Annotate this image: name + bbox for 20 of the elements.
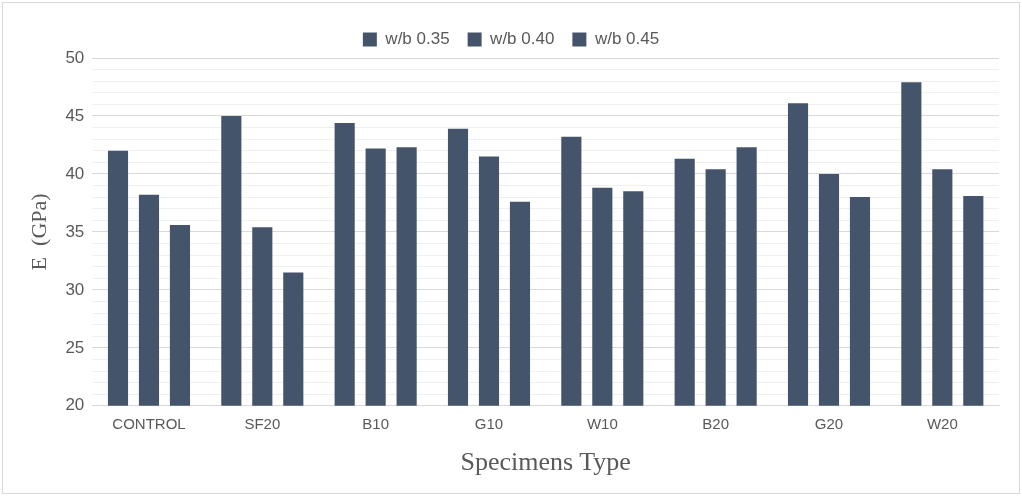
y-tick-label: 20 <box>65 395 85 415</box>
y-tick-label: 50 <box>65 47 85 67</box>
y-axis-title: E (GPa) <box>25 193 51 271</box>
y-tick-label: 25 <box>65 337 85 357</box>
legend-label: w/b 0.40 <box>489 29 555 49</box>
x-axis-title: Specimens Type <box>460 447 631 477</box>
x-tick-label: B10 <box>362 414 389 432</box>
x-tick-label: CONTROL <box>112 414 186 432</box>
x-tick-label: W10 <box>586 414 618 432</box>
x-tick-label: W20 <box>926 414 958 432</box>
x-tick-label: B20 <box>702 414 730 432</box>
y-tick-label: 30 <box>65 279 85 299</box>
x-tick-label: G10 <box>474 414 504 432</box>
x-tick-label: G20 <box>814 414 844 432</box>
y-tick-label: 40 <box>65 163 85 183</box>
y-tick-label: 35 <box>65 221 85 241</box>
x-tick-label: SF20 <box>244 414 281 432</box>
legend-label: w/b 0.35 <box>384 29 450 49</box>
legend-label: w/b 0.45 <box>593 29 660 49</box>
y-tick-label: 45 <box>65 105 85 125</box>
